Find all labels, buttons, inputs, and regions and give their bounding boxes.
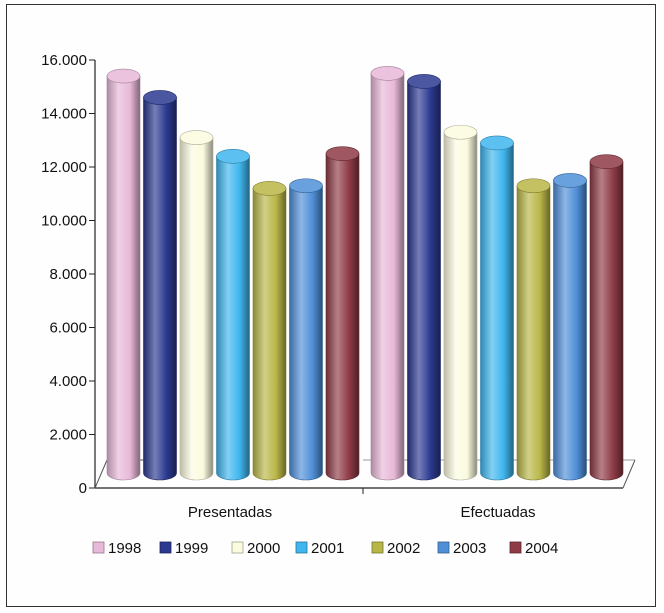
legend-label: 2004 xyxy=(525,540,558,557)
bar-presentadas-1999 xyxy=(143,90,177,481)
legend-label: 2000 xyxy=(247,540,280,557)
category-labels: Presentadas Efectuadas xyxy=(188,504,536,521)
legend-item-1998: 1998 xyxy=(92,540,141,557)
legend-item-2004: 2004 xyxy=(509,540,558,557)
y-tick-label: 10.000 xyxy=(41,213,87,230)
y-tick-label: 0 xyxy=(79,480,87,497)
legend-swatch xyxy=(371,541,384,554)
bar-presentadas-2004 xyxy=(325,146,360,481)
legend-swatch xyxy=(437,541,450,554)
legend-swatch xyxy=(509,541,522,554)
legend-label: 2001 xyxy=(311,540,344,557)
y-tick-label: 8.000 xyxy=(49,266,87,283)
bar-efectuadas-1999 xyxy=(407,74,441,481)
legend-swatch xyxy=(92,541,105,554)
legend: 1998 1999 2000 2001 2002 2003 2004 xyxy=(92,540,558,557)
bar-efectuadas-2001 xyxy=(480,135,514,481)
category-label-efectuadas: Efectuadas xyxy=(460,504,535,521)
bar-efectuadas-2004 xyxy=(589,154,624,481)
legend-item-2002: 2002 xyxy=(371,540,420,557)
y-tick-label: 16.000 xyxy=(41,52,87,69)
legend-item-2000: 2000 xyxy=(231,540,280,557)
y-tick-label: 6.000 xyxy=(49,320,87,337)
y-tick-label: 12.000 xyxy=(41,159,87,176)
legend-label: 2003 xyxy=(453,540,486,557)
legend-swatch xyxy=(231,541,244,554)
y-tick-label: 2.000 xyxy=(49,427,87,444)
bar-presentadas-2003 xyxy=(289,178,323,481)
bar-presentadas-2002 xyxy=(252,181,287,481)
legend-label: 2002 xyxy=(387,540,420,557)
bars xyxy=(106,66,624,481)
bar-efectuadas-1998 xyxy=(370,66,405,481)
y-tick-label: 14.000 xyxy=(41,106,87,123)
legend-swatch xyxy=(159,541,172,554)
floor-left-edge xyxy=(94,459,108,489)
legend-item-2001: 2001 xyxy=(295,540,344,557)
legend-item-2003: 2003 xyxy=(437,540,486,557)
bar-presentadas-2000 xyxy=(179,130,214,481)
bar-presentadas-2001 xyxy=(216,149,250,481)
legend-label: 1998 xyxy=(108,540,141,557)
y-tick-labels: 0 2.000 4.000 6.000 8.000 10.000 12.000 14.000 1… xyxy=(41,52,95,497)
bar-efectuadas-2002 xyxy=(516,178,551,481)
bar-efectuadas-2003 xyxy=(553,173,587,481)
legend-label: 1999 xyxy=(175,540,208,557)
legend-item-1999: 1999 xyxy=(159,540,208,557)
y-tick-label: 4.000 xyxy=(49,373,87,390)
legend-swatch xyxy=(295,541,308,554)
bar-presentadas-1998 xyxy=(106,68,141,481)
bar-efectuadas-2000 xyxy=(443,124,478,481)
floor-right-edge xyxy=(622,459,636,489)
category-label-presentadas: Presentadas xyxy=(188,504,272,521)
